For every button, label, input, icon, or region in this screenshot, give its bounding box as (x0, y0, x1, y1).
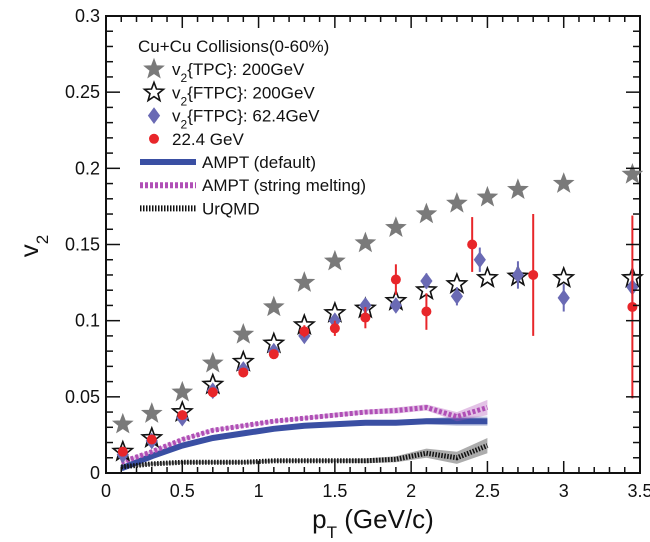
v2-tpc-200gev-point (201, 351, 224, 373)
22-4-gev-point (421, 306, 432, 317)
v2-tpc-200gev-legend-label: v2{TPC}: 200GeV (172, 60, 305, 85)
x-tick-label: 1 (254, 481, 264, 501)
data-markers (111, 162, 645, 464)
axis-ticks: 0 0.5 1 1.5 2 2.5 3 3.5 0 0.05 0.1 0.15 0.2 0.25 0.3 (65, 6, 650, 501)
v2-ftpc-62-4gev-legend-label: v2{FTPC}: 62.4GeV (172, 107, 320, 132)
v2-tpc-200gev-point (476, 185, 499, 207)
legend: Cu+Cu Collisions(0-60%)v2{TPC}: 200GeVv2… (138, 37, 366, 218)
y-axis-title: v2 (14, 235, 52, 257)
ampt-default--line (120, 418, 488, 472)
22-4-gev-point (329, 323, 340, 334)
v2-tpc-200gev-point (293, 271, 316, 292)
v2-tpc-200gev-legend-marker (143, 57, 165, 79)
v2-tpc-200gev-point (111, 412, 134, 434)
v2-ftpc-62-4gev-point (420, 272, 433, 290)
22-4-gev-point (146, 434, 157, 445)
v2-tpc-200gev-point (507, 178, 529, 199)
22-4-gev-point (238, 367, 249, 378)
legend-header: Cu+Cu Collisions(0-60%) (138, 37, 329, 56)
v2-tpc-200gev-point (140, 402, 163, 423)
22-4-gev-point (390, 274, 401, 285)
v2-ftpc-200gev-point (475, 265, 500, 288)
v2-tpc-200gev-point (621, 162, 644, 184)
22-4-gev-legend-marker (149, 133, 159, 144)
v2-ftpc-62-4gev-point (389, 297, 403, 314)
v2-tpc-200gev-point (385, 216, 407, 237)
y-tick-label: 0 (90, 463, 100, 483)
22-4-gev-legend-label: 22.4 GeV (172, 130, 244, 149)
x-tick-label: 0.5 (170, 481, 195, 501)
v2-ftpc-200gev-legend-label: v2{FTPC}: 200GeV (172, 83, 315, 108)
x-tick-label: 1.5 (322, 481, 347, 501)
model-bands (120, 399, 489, 472)
v2-ftpc-62-4gev-point (450, 287, 464, 305)
22-4-gev-point (117, 446, 128, 457)
v2-ftpc-62-4gev-point (557, 289, 570, 307)
y-tick-label: 0.25 (65, 82, 100, 102)
22-4-gev-point (627, 301, 638, 312)
22-4-gev-point (268, 349, 279, 360)
22-4-gev-point (299, 326, 310, 337)
v2-tpc-200gev-point (354, 231, 377, 253)
22-4-gev-point (207, 387, 218, 398)
22-4-gev-point (528, 269, 539, 280)
v2-tpc-200gev-point (323, 249, 346, 271)
y-tick-label: 0.15 (65, 235, 100, 255)
22-4-gev-point (467, 239, 478, 250)
v2-tpc-200gev-point (232, 322, 255, 344)
y-tick-label: 0.05 (65, 387, 100, 407)
x-axis-title: pT (GeV/c) (312, 504, 434, 542)
v2-ftpc-62-4gev-legend-marker (147, 107, 161, 124)
v2-tpc-200gev-point (552, 172, 575, 193)
x-tick-label: 3.5 (627, 481, 650, 501)
v2-ftpc-62-4gev-point (473, 251, 486, 269)
v2-tpc-200gev-point (262, 295, 285, 317)
22-4-gev-point (360, 312, 371, 323)
y-tick-label: 0.3 (75, 6, 100, 26)
x-tick-label: 3 (559, 481, 569, 501)
y-tick-label: 0.2 (75, 158, 100, 178)
v2-ftpc-62-4gev-point (511, 266, 525, 284)
v2-ftpc-200gev-point (552, 265, 576, 288)
ampt-string-melting--legend-label: AMPT (string melting) (202, 176, 366, 195)
urqmd-band (121, 438, 488, 469)
ampt-default--legend-label: AMPT (default) (202, 153, 316, 172)
22-4-gev-point (177, 410, 188, 421)
v2-tpc-200gev-point (415, 202, 438, 224)
v2-tpc-200gev-point (446, 191, 468, 213)
v2-ftpc-200gev-legend-marker (142, 80, 166, 103)
v2-tpc-200gev-point (171, 380, 194, 402)
y-tick-label: 0.1 (75, 311, 100, 331)
urqmd-legend-label: UrQMD (202, 199, 260, 218)
x-tick-label: 0 (101, 481, 111, 501)
x-tick-label: 2 (406, 481, 416, 501)
x-tick-label: 2.5 (475, 481, 500, 501)
ampt-string-melting--line (120, 404, 489, 465)
